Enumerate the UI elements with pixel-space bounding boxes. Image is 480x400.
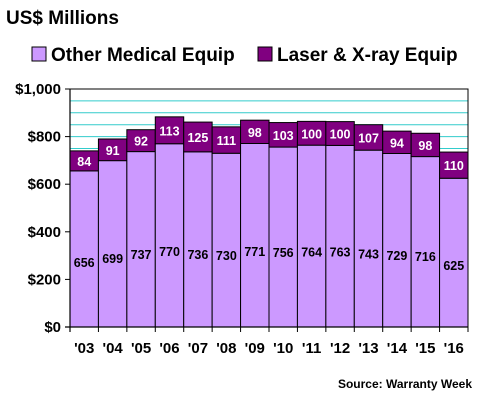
- bar-segment-2: [211, 126, 242, 154]
- data-label-series-1: 743: [358, 247, 379, 261]
- data-label-series-1: 736: [187, 248, 208, 262]
- bar-segment-1: [325, 144, 355, 328]
- data-label-series-1: 625: [443, 259, 464, 273]
- chart-title: US$ Millions: [6, 8, 119, 29]
- data-label-series-2: 91: [106, 144, 120, 158]
- legend-swatch-2: [257, 46, 273, 62]
- bar-segment-1: [410, 156, 441, 328]
- y-tick-label: $0: [44, 319, 61, 336]
- legend-swatch-1: [31, 46, 47, 62]
- data-label-series-1: 764: [301, 245, 322, 259]
- bar-segment-2: [154, 116, 185, 145]
- x-tick-label: '11: [302, 340, 321, 357]
- y-tick-label: $800: [28, 129, 61, 146]
- data-labels: 656 84 699 91 737 92 770 113 736 125 730 111 771 98 75…: [74, 124, 464, 273]
- x-tick-label: '10: [273, 340, 293, 357]
- bar-segment-1: [382, 152, 412, 328]
- data-label-series-2: 94: [390, 136, 404, 150]
- bar-segment-1: [154, 143, 185, 328]
- x-tick-label: '09: [245, 340, 265, 357]
- data-label-series-1: 771: [244, 245, 265, 259]
- bar-segment-1: [439, 177, 469, 328]
- data-label-series-2: 113: [159, 124, 179, 138]
- y-tick-label: $400: [28, 224, 61, 241]
- data-label-series-2: 103: [273, 129, 294, 143]
- data-label-series-1: 737: [131, 248, 152, 262]
- data-label-series-1: 763: [330, 246, 351, 260]
- data-label-series-2: 125: [187, 131, 208, 145]
- data-label-series-2: 100: [301, 127, 322, 141]
- y-tick-label: $200: [28, 271, 61, 288]
- bars: [69, 116, 469, 328]
- bar-segment-1: [69, 170, 99, 328]
- bar-segment-1: [240, 143, 270, 328]
- data-label-series-1: 756: [273, 246, 294, 260]
- legend-label-2: Laser & X-ray Equip: [277, 45, 458, 66]
- legend: Other Medical Equip Laser & X-ray Equip: [31, 45, 458, 66]
- x-tick-label: '07: [188, 340, 208, 357]
- y-tick-label: $1,000: [15, 81, 61, 98]
- plot-border: [69, 88, 469, 328]
- x-tick-label: '06: [159, 340, 179, 357]
- x-tick-label: '05: [131, 340, 151, 357]
- x-tick-label: '13: [358, 340, 378, 357]
- x-tick-label: '15: [415, 340, 435, 357]
- bar-segment-2: [353, 124, 384, 151]
- legend-label-1: Other Medical Equip: [51, 45, 235, 66]
- data-label-series-1: 730: [216, 249, 237, 263]
- bar-segment-1: [211, 152, 242, 328]
- source-note: Source: Warranty Week: [338, 377, 472, 391]
- bar-segment-1: [353, 149, 384, 328]
- bar-segment-1: [296, 144, 327, 328]
- data-label-series-2: 107: [358, 131, 379, 145]
- data-label-series-2: 98: [418, 139, 432, 153]
- data-label-series-2: 98: [248, 126, 262, 140]
- bar-segment-2: [410, 132, 441, 158]
- x-tick-label: '04: [103, 340, 124, 357]
- data-label-series-2: 84: [77, 155, 91, 169]
- x-tick-label: '12: [330, 340, 350, 357]
- axes: $0 $200 $400 $600 $800 $1,000 '03 '04 '05 '06 '07 '…: [15, 81, 469, 357]
- x-tick-label: '16: [444, 340, 464, 357]
- data-label-series-1: 770: [159, 245, 180, 259]
- x-tick-label: '08: [216, 340, 236, 357]
- data-label-series-1: 699: [102, 252, 123, 266]
- bar-segment-1: [97, 160, 128, 328]
- bar-segment-1: [126, 151, 156, 328]
- x-tick-label: '03: [74, 340, 94, 357]
- data-label-series-2: 110: [444, 159, 464, 173]
- data-label-series-1: 716: [415, 250, 436, 264]
- y-tick-label: $600: [28, 176, 61, 193]
- data-label-series-1: 656: [74, 256, 95, 270]
- bar-segment-1: [183, 151, 213, 328]
- x-tick-label: '14: [387, 340, 408, 357]
- data-label-series-2: 111: [217, 134, 237, 148]
- data-label-series-2: 92: [134, 135, 148, 149]
- data-label-series-2: 100: [330, 128, 351, 142]
- data-label-series-1: 729: [386, 249, 407, 263]
- bar-segment-1: [268, 146, 298, 328]
